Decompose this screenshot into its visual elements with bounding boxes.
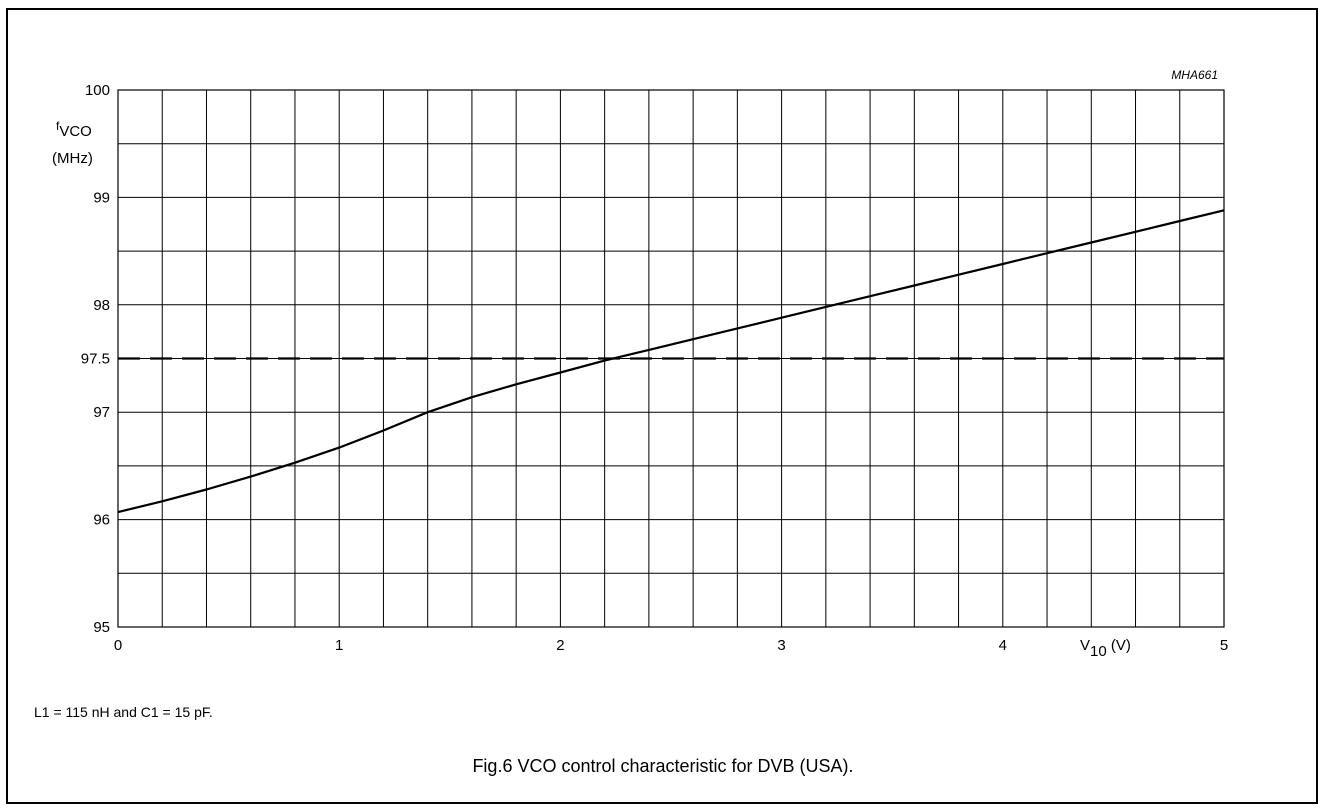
- y-tick-label: 99: [93, 189, 110, 206]
- x-tick-label: 1: [335, 637, 343, 654]
- x-tick-labels: 0 1 2 3 4 5: [114, 637, 1228, 654]
- figure-caption: Fig.6 VCO control characteristic for DVB…: [472, 756, 854, 776]
- figure-frame: [6, 8, 1318, 804]
- x-tick-label: 0: [114, 637, 122, 654]
- y-axis-label: fVCO: [56, 119, 92, 140]
- figure-code: MHA661: [1171, 68, 1218, 82]
- y-tick-label: 96: [93, 512, 110, 529]
- x-axis-label-sub: 10: [1090, 643, 1107, 660]
- vco-curve: [117, 209, 1225, 514]
- y-tick-label: 98: [93, 297, 110, 314]
- y-tick-label: 95: [93, 619, 110, 636]
- x-tick-label: 4: [999, 637, 1007, 654]
- vco-chart: 0 1 2 3 4 5 95 96 97 97.5 98 99 100 MHA661 fVCO (MH…: [52, 68, 1228, 660]
- x-tick-label: 3: [777, 637, 785, 654]
- y-axis-label-main: VCO: [59, 123, 92, 140]
- y-tick-label: 100: [85, 82, 110, 99]
- y-tick-label: 97.5: [81, 351, 110, 368]
- x-tick-label: 2: [556, 637, 564, 654]
- vco-characteristic-line: [117, 209, 1225, 514]
- x-axis-label-main: V: [1080, 637, 1090, 654]
- y-axis-label-sup: f: [56, 119, 60, 133]
- x-tick-label: 5: [1220, 637, 1228, 654]
- component-note: L1 = 115 nH and C1 = 15 pF.: [34, 704, 213, 720]
- y-tick-label: 97: [93, 404, 110, 421]
- y-axis-unit: (MHz): [52, 150, 93, 167]
- x-axis-label: V10 (V): [1080, 637, 1131, 660]
- x-axis-label-unit: (V): [1107, 637, 1131, 654]
- y-tick-labels: 95 96 97 97.5 98 99 100: [81, 82, 110, 636]
